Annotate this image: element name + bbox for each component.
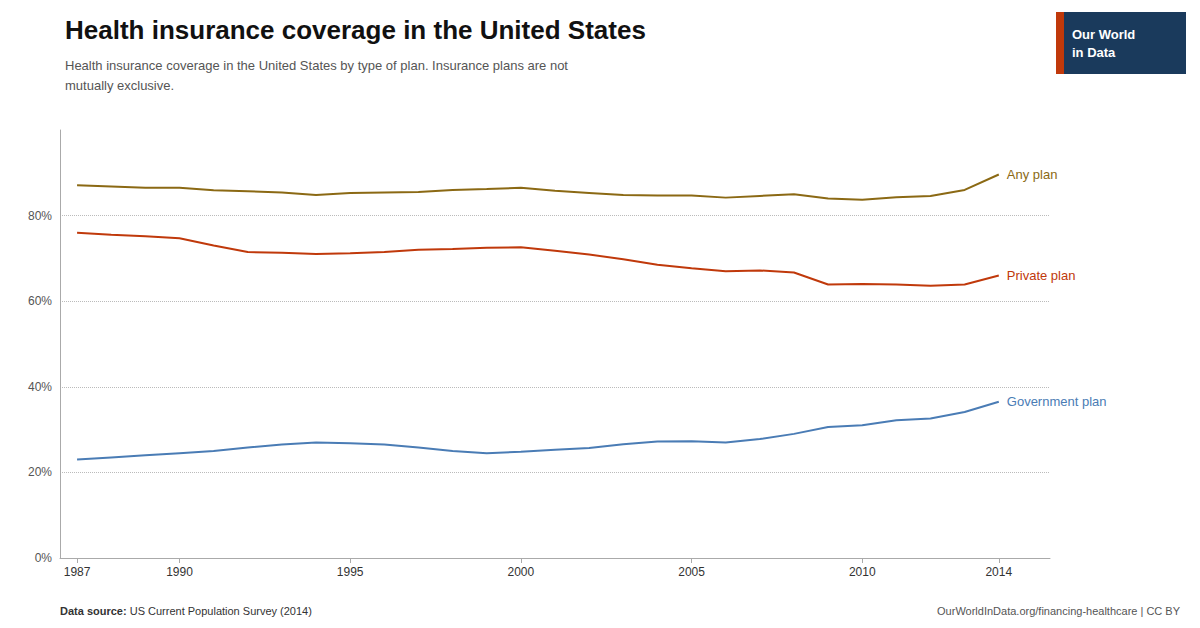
svg-text:US Current Population Survey (: US Current Population Survey (2014)	[127, 605, 312, 617]
svg-text:2005: 2005	[678, 565, 705, 579]
svg-text:1995: 1995	[337, 565, 364, 579]
svg-text:0%: 0%	[35, 551, 53, 565]
svg-text:Health insurance coverage in t: Health insurance coverage in the United …	[65, 58, 568, 73]
svg-text:2010: 2010	[849, 565, 876, 579]
svg-text:60%: 60%	[28, 294, 52, 308]
svg-text:1990: 1990	[166, 565, 193, 579]
svg-text:mutually exclusive.: mutually exclusive.	[65, 78, 174, 93]
svg-text:OurWorldInData.org/financing-h: OurWorldInData.org/financing-healthcare …	[937, 605, 1181, 617]
svg-text:1987: 1987	[64, 565, 91, 579]
svg-text:2000: 2000	[508, 565, 535, 579]
svg-text:20%: 20%	[28, 465, 52, 479]
svg-text:Any plan: Any plan	[1007, 167, 1058, 182]
svg-text:2014: 2014	[985, 565, 1012, 579]
svg-text:Private plan: Private plan	[1007, 268, 1076, 283]
svg-text:Our World: Our World	[1072, 27, 1135, 42]
svg-text:40%: 40%	[28, 380, 52, 394]
svg-text:Government plan: Government plan	[1007, 394, 1107, 409]
svg-text:in Data: in Data	[1072, 45, 1116, 60]
svg-text:Data source:: Data source:	[60, 605, 127, 617]
svg-text:Health insurance coverage in t: Health insurance coverage in the United …	[65, 15, 646, 45]
svg-text:80%: 80%	[28, 209, 52, 223]
